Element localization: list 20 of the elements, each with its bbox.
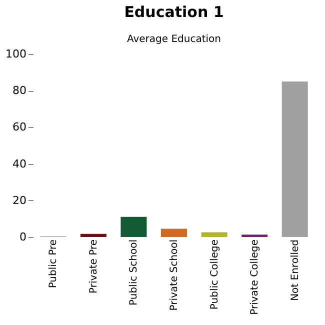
bar — [120, 216, 147, 237]
y-tick-label: 80 — [12, 84, 26, 98]
x-tick-label: Private School — [169, 240, 180, 311]
x-tick-label: Public College — [209, 240, 220, 310]
chart-subtitle: Average Education — [126, 34, 222, 45]
x-tick-label: Public School — [128, 240, 140, 306]
y-tick-label: 100 — [6, 48, 26, 60]
bar — [161, 228, 187, 237]
x-tick-label: Not Enrolled — [290, 240, 301, 301]
bar — [201, 232, 228, 237]
y-tick-label: 60 — [12, 120, 26, 134]
chart-title: Education 1 — [124, 3, 224, 21]
y-tick-label: 40 — [12, 157, 26, 170]
y-tick-label: 20 — [12, 194, 26, 207]
x-tick-label: Private College — [250, 240, 261, 315]
bar — [282, 81, 308, 237]
x-tick-label: Public Pre — [48, 240, 60, 288]
bar — [80, 234, 106, 237]
y-tick-label: 0 — [20, 230, 26, 244]
x-tick-label: Private Pre — [88, 240, 100, 294]
